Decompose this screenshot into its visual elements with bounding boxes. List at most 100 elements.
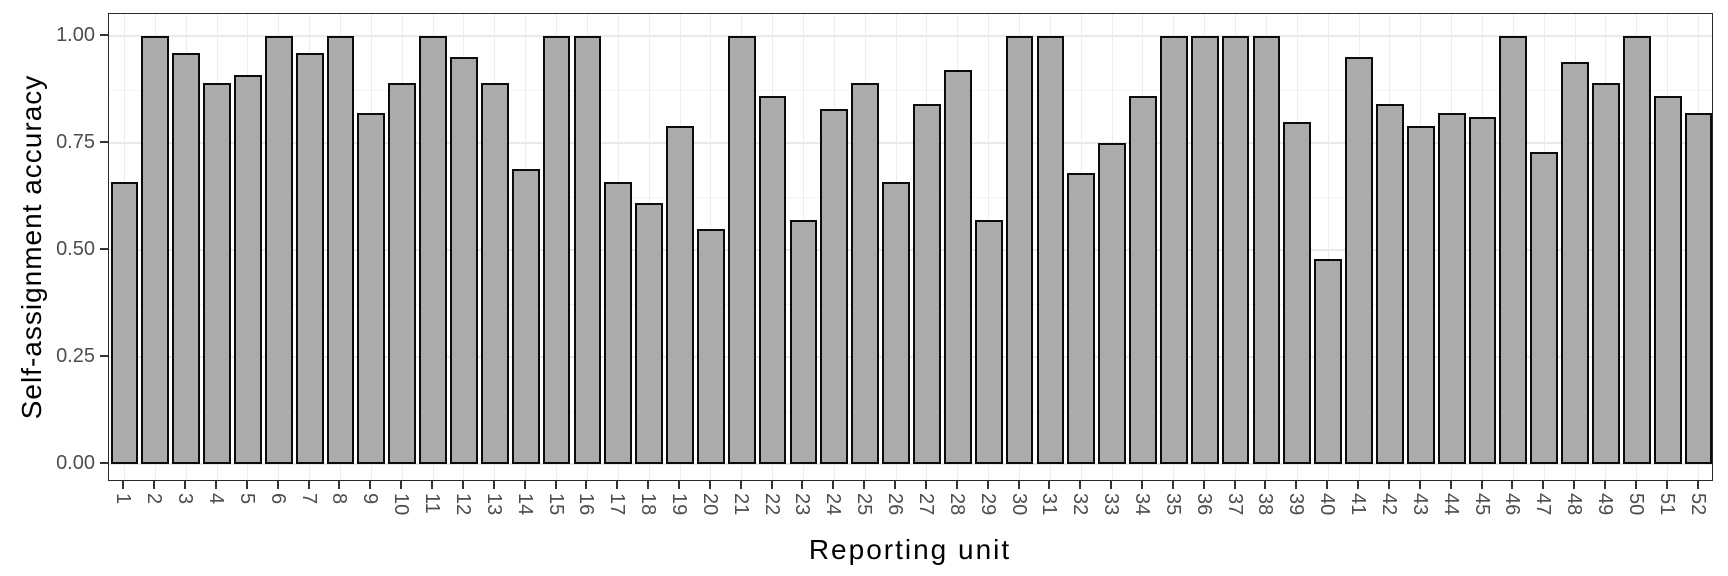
x-tick-label: 25 xyxy=(853,493,876,516)
x-tick-label: 3 xyxy=(174,493,197,505)
bars xyxy=(109,14,1713,480)
bar xyxy=(882,181,910,464)
bar xyxy=(1592,83,1620,464)
bar xyxy=(1190,36,1219,464)
x-tick-label: 44 xyxy=(1439,493,1462,516)
bar xyxy=(357,113,386,464)
x-tick-label: 1 xyxy=(112,493,135,505)
x-tick xyxy=(616,481,619,489)
bar xyxy=(1067,172,1096,464)
x-tick-label: 9 xyxy=(359,493,382,505)
x-tick-label: 51 xyxy=(1655,493,1678,516)
bar xyxy=(635,202,664,464)
x-tick-label: 52 xyxy=(1686,493,1709,516)
bar xyxy=(1159,36,1188,464)
x-tick xyxy=(1603,481,1606,489)
x-tick-label: 38 xyxy=(1254,493,1277,516)
bar xyxy=(1036,36,1065,464)
x-tick xyxy=(955,481,958,489)
x-tick xyxy=(678,481,680,489)
y-tick xyxy=(100,248,108,250)
x-tick-label: 26 xyxy=(884,493,907,516)
x-tick xyxy=(647,481,650,489)
x-tick xyxy=(585,481,588,489)
bar xyxy=(203,83,231,464)
category-gridline xyxy=(1327,14,1329,480)
bar xyxy=(1221,36,1250,464)
x-tick xyxy=(1696,481,1699,489)
x-tick xyxy=(1017,481,1020,489)
x-tick xyxy=(461,481,464,489)
x-tick xyxy=(122,481,125,489)
x-tick-label: 6 xyxy=(266,493,289,505)
x-tick-label: 7 xyxy=(297,493,320,505)
x-tick-label: 35 xyxy=(1161,493,1184,516)
x-tick xyxy=(1110,481,1113,489)
x-tick xyxy=(832,481,835,489)
bar xyxy=(1345,57,1373,464)
bar xyxy=(264,36,293,464)
x-tick-label: 15 xyxy=(544,493,567,516)
x-tick xyxy=(554,481,557,489)
bar xyxy=(913,104,941,464)
x-tick xyxy=(708,481,711,489)
x-tick xyxy=(1387,481,1390,489)
x-tick-label: 40 xyxy=(1316,493,1339,516)
bar xyxy=(172,53,201,464)
bar xyxy=(666,125,694,464)
bar xyxy=(1622,36,1651,464)
x-tick xyxy=(184,481,187,489)
minor-gridline xyxy=(109,410,1712,412)
y-tick xyxy=(100,462,108,464)
x-tick xyxy=(369,481,372,489)
x-tick-label: 8 xyxy=(328,493,351,505)
bar xyxy=(820,108,849,464)
x-tick-label: 37 xyxy=(1223,493,1246,516)
bar xyxy=(1406,125,1435,464)
x-tick xyxy=(739,481,742,489)
bar xyxy=(1252,36,1281,464)
x-tick xyxy=(1140,481,1143,489)
x-tick-label: 39 xyxy=(1285,493,1308,516)
x-tick-label: 2 xyxy=(143,493,166,505)
x-tick xyxy=(1079,481,1082,489)
bar xyxy=(1283,121,1312,464)
x-tick xyxy=(1573,481,1576,489)
bar xyxy=(789,220,818,464)
y-tick-label: 1.00 xyxy=(56,24,95,46)
plot-panel xyxy=(108,13,1713,481)
bar xyxy=(696,228,725,464)
x-tick-label: 31 xyxy=(1038,493,1061,516)
bar xyxy=(511,168,540,464)
x-tick xyxy=(1202,481,1205,489)
bar xyxy=(450,57,478,464)
major-gridline xyxy=(109,35,1712,37)
x-tick-label: 50 xyxy=(1624,493,1647,516)
x-tick xyxy=(1264,481,1267,489)
x-tick-label: 21 xyxy=(729,493,752,516)
x-tick-label: 14 xyxy=(513,493,536,516)
minor-gridline xyxy=(109,89,1712,91)
x-tick xyxy=(1542,481,1545,489)
bar xyxy=(943,70,972,464)
bar xyxy=(1561,61,1589,464)
x-tick-label: 46 xyxy=(1501,493,1524,516)
bar xyxy=(1098,143,1126,464)
x-tick-label: 36 xyxy=(1192,493,1215,516)
horizontal-gridlines xyxy=(109,14,1712,480)
x-tick-label: 30 xyxy=(1007,493,1030,516)
x-axis-title: Reporting unit xyxy=(808,534,1012,565)
bar xyxy=(419,36,447,464)
x-tick-label: 27 xyxy=(914,493,937,516)
x-tick-label: 45 xyxy=(1470,493,1493,516)
x-tick xyxy=(1449,481,1452,489)
major-gridline xyxy=(109,249,1712,251)
x-tick-label: 5 xyxy=(235,493,258,505)
major-gridline xyxy=(109,463,1712,465)
x-tick-label: 10 xyxy=(390,493,413,516)
x-tick-label: 19 xyxy=(668,493,690,516)
x-tick xyxy=(215,481,218,489)
x-tick xyxy=(1480,481,1483,489)
x-tick-label: 29 xyxy=(976,493,999,516)
